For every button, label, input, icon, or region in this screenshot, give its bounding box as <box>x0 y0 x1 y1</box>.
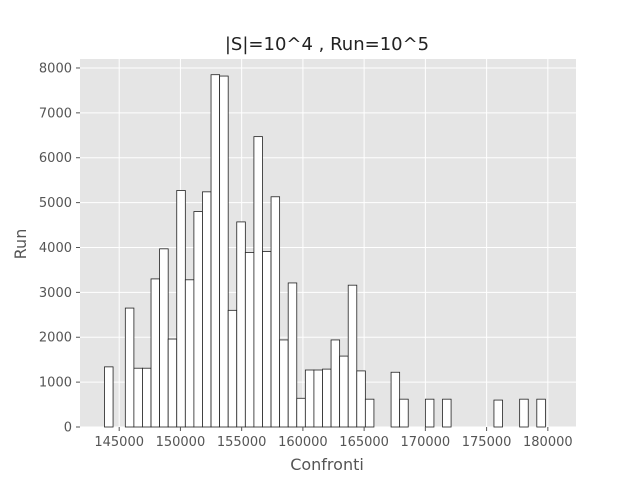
histogram-bar <box>356 370 366 428</box>
histogram-bar <box>322 368 332 428</box>
y-axis-label: Run <box>11 229 30 260</box>
y-tick-label: 8000 <box>39 61 72 76</box>
histogram-bar <box>227 309 238 428</box>
histogram-bar <box>347 284 358 428</box>
histogram-bars <box>104 74 546 428</box>
chart-title: |S|=10^4 , Run=10^5 <box>225 34 429 55</box>
y-tick-label: 6000 <box>39 151 72 166</box>
histogram-bar <box>219 75 229 428</box>
histogram-bar <box>104 366 114 428</box>
histogram-bar <box>262 251 272 428</box>
x-tick-label: 170000 <box>401 435 451 450</box>
y-tick-label: 3000 <box>39 286 72 301</box>
y-tick-label: 4000 <box>39 241 72 256</box>
x-tick-label: 155000 <box>217 435 267 450</box>
y-tick-label: 5000 <box>39 196 72 211</box>
histogram-bar <box>184 279 195 428</box>
y-tick-label: 7000 <box>39 106 72 121</box>
histogram-bar <box>424 398 435 428</box>
histogram-bar <box>124 307 135 428</box>
histogram-bar <box>142 367 152 428</box>
histogram-bar <box>176 190 186 428</box>
histogram-bar <box>399 398 409 428</box>
histogram-bar <box>159 248 169 428</box>
histogram-bar <box>296 397 306 428</box>
histogram-bar <box>236 221 246 428</box>
x-tick-label: 160000 <box>278 435 328 450</box>
y-tick-label: 0 <box>64 421 72 436</box>
histogram-bar <box>167 338 178 428</box>
histogram-bar <box>339 355 349 428</box>
y-tick-label: 2000 <box>39 331 72 346</box>
x-tick-label: 175000 <box>462 435 512 450</box>
histogram-bar <box>287 282 298 428</box>
y-tick-label: 1000 <box>39 376 72 391</box>
histogram-bar <box>442 398 452 428</box>
histogram-bar <box>210 74 221 428</box>
x-axis-label: Confronti <box>290 455 364 474</box>
histogram-bar <box>133 367 143 428</box>
x-tick-label: 165000 <box>339 435 389 450</box>
x-tick-label: 180000 <box>523 435 573 450</box>
histogram-bar <box>313 369 323 428</box>
histogram-bar <box>279 339 289 428</box>
histogram-bar <box>519 398 529 428</box>
histogram-bar <box>330 339 341 428</box>
histogram-bar <box>202 191 212 428</box>
histogram-bar <box>244 252 255 428</box>
histogram-bar <box>493 399 503 428</box>
axis-ticks: 145000 150000 155000 160000 165000 170000 1750… <box>39 61 573 450</box>
x-tick-label: 145000 <box>94 435 144 450</box>
histogram-bar <box>536 398 546 428</box>
histogram-bar <box>364 398 375 428</box>
histogram-bar <box>150 278 161 428</box>
histogram-bar <box>390 371 401 428</box>
x-tick-label: 150000 <box>156 435 206 450</box>
histogram-bar <box>253 136 263 428</box>
histogram-bar <box>270 196 281 428</box>
histogram-bar <box>304 369 315 428</box>
histogram-bar <box>193 211 203 428</box>
